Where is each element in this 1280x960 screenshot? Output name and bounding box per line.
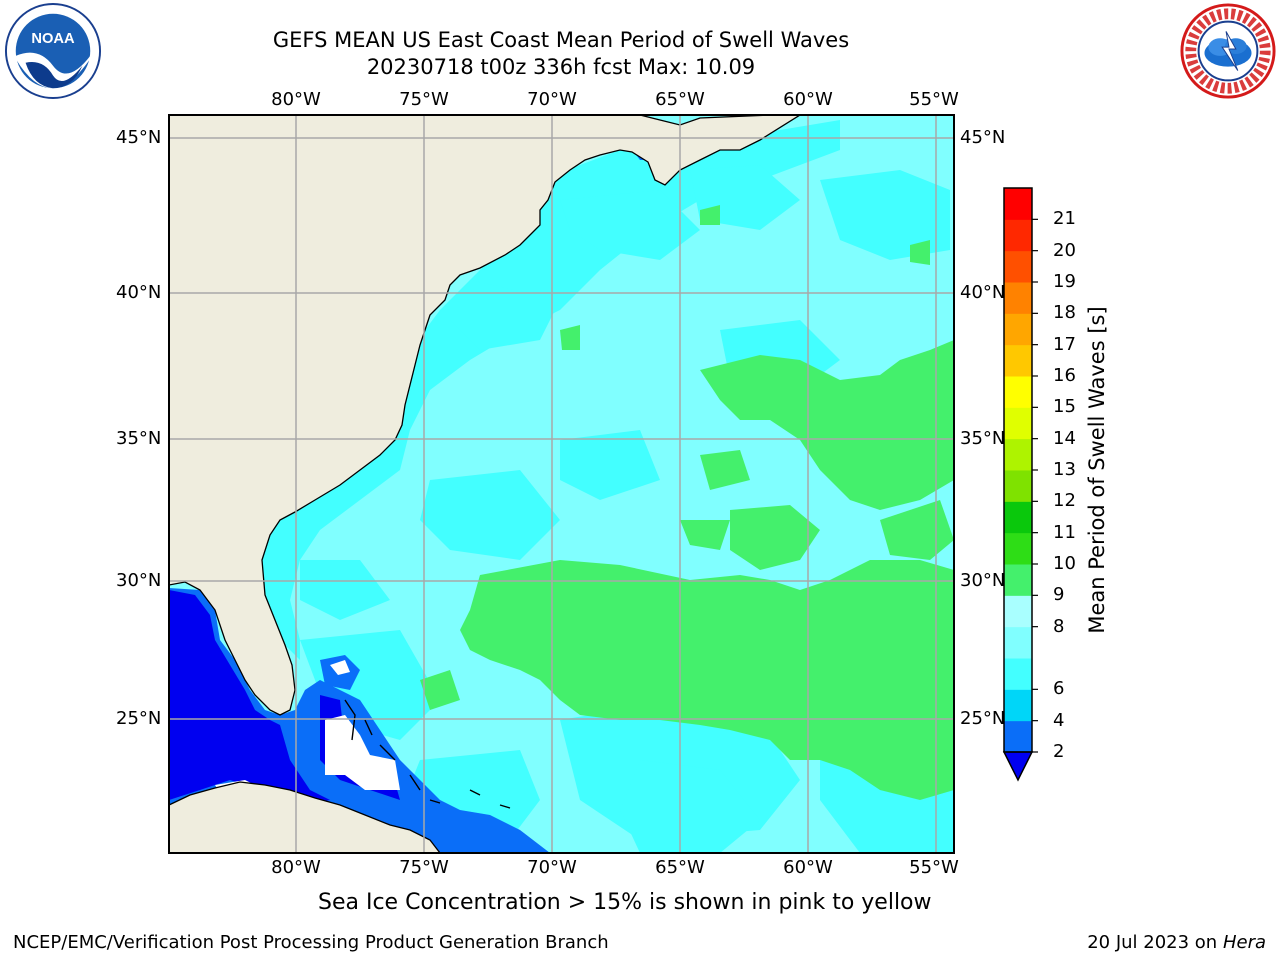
lon-label-bottom-55w: 55°W (909, 857, 959, 878)
noaa-logo-text: NOAA (31, 31, 75, 47)
lon-label-top-55w: 55°W (909, 89, 959, 110)
footer-date-text: 20 Jul 2023 on (1087, 932, 1218, 953)
map-title: GEFS MEAN US East Coast Mean Period of S… (272, 28, 850, 52)
lat-label-right-35n: 35°N (960, 428, 1006, 449)
colorbar-segment-6 (1004, 658, 1032, 690)
lon-label-top-65w: 65°W (655, 89, 705, 110)
colorbar-tick-label-10: 10 (1053, 553, 1076, 574)
colorbar-tick-label-17: 17 (1053, 333, 1076, 355)
lon-label-bottom-60w: 60°W (783, 857, 833, 878)
footer-credit: NCEP/EMC/Verification Post Processing Pr… (13, 932, 609, 953)
colorbar-tick-label-18: 18 (1053, 302, 1076, 324)
colorbar-segment-14 (1004, 407, 1032, 440)
map-frame (168, 114, 955, 854)
colorbar-tick-label-4: 4 (1053, 709, 1065, 731)
lon-label-top-70w: 70°W (527, 89, 577, 110)
colorbar-tick-label-9: 9 (1053, 584, 1065, 606)
colorbar-tick-label-14: 14 (1053, 427, 1076, 449)
colorbar-tick-label-19: 19 (1053, 271, 1076, 292)
swell-period-9-10-regions (420, 205, 954, 800)
bahamas-islands (344, 699, 511, 809)
colorbar-tick-label-21: 21 (1053, 208, 1076, 230)
colorbar-segment-15 (1004, 376, 1032, 408)
colorbar-segment-13 (1004, 438, 1032, 471)
nws-logo (1180, 3, 1276, 99)
colorbar-tick-label-20: 20 (1053, 239, 1076, 261)
colorbar (1002, 187, 1038, 782)
colorbar-segment-10 (1004, 532, 1032, 565)
colorbar-segment-18 (1004, 282, 1032, 314)
colorbar-segment-19 (1004, 250, 1032, 283)
lon-label-bottom-80w: 80°W (271, 857, 321, 878)
colorbar-segment-9 (1004, 564, 1032, 596)
lat-label-left-25n: 25°N (116, 708, 162, 729)
lat-label-right-30n: 30°N (960, 570, 1006, 591)
colorbar-segment-17 (1004, 313, 1032, 346)
sea-ice-caption: Sea Ice Concentration > 15% is shown in … (318, 890, 932, 915)
graticule (169, 115, 954, 853)
us-land-mass (169, 115, 802, 716)
lon-label-bottom-70w: 70°W (527, 857, 577, 878)
lat-label-right-45n: 45°N (960, 127, 1006, 148)
colorbar-tick-label-13: 13 (1053, 459, 1076, 480)
footer-date: 20 Jul 2023 on Hera (1087, 932, 1266, 953)
noaa-logo: NOAA (4, 2, 102, 100)
lat-label-right-25n: 25°N (960, 708, 1006, 729)
colorbar-segment-7 (1004, 626, 1032, 659)
colorbar-tick-label-16: 16 (1053, 365, 1076, 386)
colorbar-segment-20 (1004, 219, 1032, 252)
lat-label-left-40n: 40°N (116, 282, 162, 303)
colorbar-segment-12 (1004, 470, 1032, 502)
colorbar-title: Mean Period of Swell Waves [s] (1085, 306, 1109, 634)
colorbar-segment-8 (1004, 595, 1032, 628)
colorbar-tick-label-2: 2 (1053, 741, 1065, 762)
colorbar-segment-2 (1004, 720, 1032, 753)
colorbar-segment-16 (1004, 344, 1032, 377)
lat-label-left-30n: 30°N (116, 570, 162, 591)
lon-label-top-60w: 60°W (783, 89, 833, 110)
colorbar-tick-label-11: 11 (1053, 521, 1076, 543)
lat-label-left-35n: 35°N (116, 428, 162, 449)
lon-label-top-80w: 80°W (271, 89, 321, 110)
map-subtitle: 20230718 t00z 336h fcst Max: 10.09 (366, 55, 756, 79)
colorbar-tick-label-12: 12 (1053, 490, 1076, 512)
lat-label-left-45n: 45°N (116, 127, 162, 148)
colorbar-extend-min (1002, 751, 1034, 782)
cuba-land-mass (169, 781, 441, 853)
lat-label-right-40n: 40°N (960, 282, 1006, 303)
colorbar-segment-11 (1004, 501, 1032, 534)
lon-label-top-75w: 75°W (399, 89, 449, 110)
colorbar-tick-label-15: 15 (1053, 396, 1076, 418)
colorbar-segment-4 (1004, 689, 1032, 722)
lon-label-bottom-75w: 75°W (399, 857, 449, 878)
lon-label-bottom-65w: 65°W (655, 857, 705, 878)
footer-host: Hera (1222, 932, 1266, 953)
colorbar-tick-label-8: 8 (1053, 615, 1065, 637)
colorbar-segment-21 (1004, 188, 1032, 220)
map-body (169, 115, 954, 853)
colorbar-tick-label-6: 6 (1053, 678, 1065, 700)
